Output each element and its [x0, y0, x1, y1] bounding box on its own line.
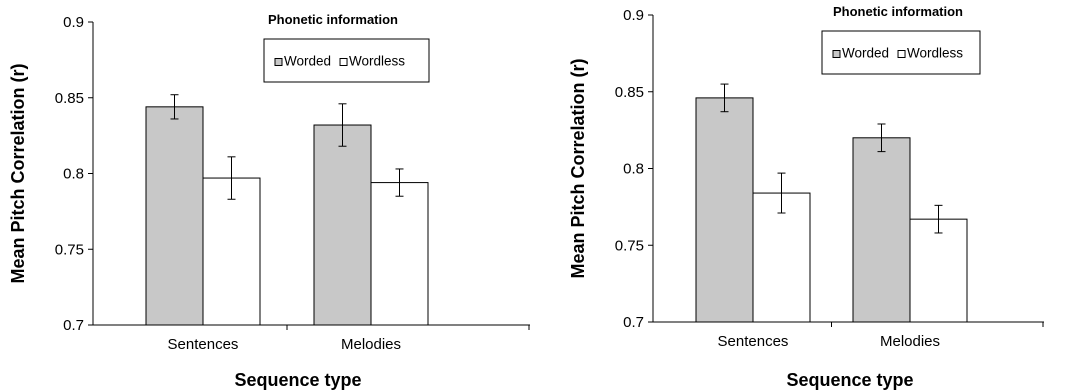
- x-axis-title: Sequence type: [786, 370, 913, 390]
- chart-panel-left: 0.7 0.75 0.8 0.85 0.9 Sentences Melodies Sequen…: [0, 0, 530, 391]
- legend-swatch-worded: [274, 58, 283, 66]
- x-axis-title: Sequence type: [234, 370, 361, 390]
- x-category-label: Melodies: [880, 333, 940, 350]
- legend-label-wordless: Wordless: [349, 54, 405, 69]
- y-tick-label: 0.85: [615, 84, 644, 101]
- x-category-label: Melodies: [341, 336, 401, 353]
- legend-title: Phonetic information: [268, 12, 398, 27]
- legend-swatch-worded: [832, 50, 841, 58]
- bar-worded-sentences: [695, 97, 754, 323]
- y-tick-label: 0.9: [63, 14, 84, 31]
- legend-title: Phonetic information: [833, 4, 963, 19]
- x-category-label: Sentences: [718, 333, 789, 350]
- bar-worded-sentences: [145, 106, 204, 326]
- bar-wordless-sentences: [752, 192, 811, 323]
- bar-worded-melodies: [852, 137, 911, 323]
- legend-swatch-wordless: [339, 58, 348, 66]
- bar-chart-right: 0.7 0.75 0.8 0.85 0.9 Sentences Melodies Sequen…: [568, 4, 1044, 390]
- bar-wordless-melodies: [370, 182, 429, 326]
- y-tick-label: 0.9: [623, 7, 644, 24]
- chart-panel-right: 0.7 0.75 0.8 0.85 0.9 Sentences Melodies Sequen…: [560, 0, 1065, 391]
- y-tick-label: 0.75: [55, 241, 84, 258]
- bar-wordless-melodies: [909, 218, 968, 323]
- y-axis-title: Mean Pitch Correlation (r): [8, 63, 28, 283]
- y-axis-title: Mean Pitch Correlation (r): [568, 58, 588, 278]
- y-tick-label: 0.8: [63, 166, 84, 183]
- bar-worded-melodies: [313, 124, 372, 326]
- bar-chart-left: 0.7 0.75 0.8 0.85 0.9 Sentences Melodies Sequen…: [8, 12, 530, 390]
- x-category-label: Sentences: [168, 336, 239, 353]
- y-tick-label: 0.8: [623, 161, 644, 178]
- legend-label-worded: Worded: [842, 46, 889, 61]
- legend-swatch-wordless: [897, 50, 906, 58]
- legend-label-wordless: Wordless: [907, 46, 963, 61]
- y-tick-label: 0.7: [63, 317, 84, 334]
- legend-label-worded: Worded: [284, 54, 331, 69]
- y-tick-label: 0.7: [623, 314, 644, 331]
- y-tick-label: 0.85: [55, 90, 84, 107]
- y-tick-label: 0.75: [615, 237, 644, 254]
- bar-wordless-sentences: [202, 177, 261, 326]
